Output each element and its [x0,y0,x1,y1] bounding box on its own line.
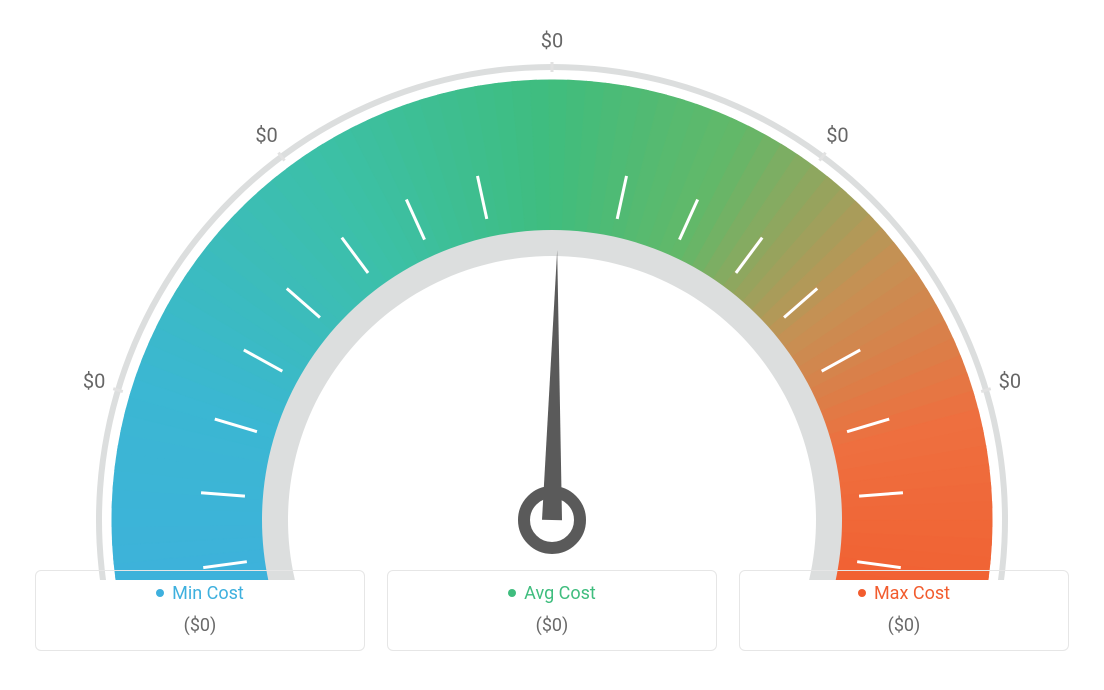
legend-dot-max [858,589,866,597]
legend-value-min: ($0) [36,615,364,636]
gauge-tick-label: $0 [826,123,848,147]
legend-dot-avg [508,589,516,597]
legend-card-max: Max Cost ($0) [739,570,1069,651]
gauge-tick-label: $0 [83,369,105,393]
gauge-stage: $0$0$0$0$0$0$0 [0,0,1104,560]
legend-card-avg: Avg Cost ($0) [387,570,717,651]
legend-value-avg: ($0) [388,615,716,636]
legend-label-min: Min Cost [172,583,244,604]
gauge-tick-label: $0 [255,123,277,147]
legend-card-min: Min Cost ($0) [35,570,365,651]
legend-title-min: Min Cost [36,583,364,605]
legend-row: Min Cost ($0) Avg Cost ($0) Max Cost ($0) [0,570,1104,690]
cost-gauge-widget: $0$0$0$0$0$0$0 Min Cost($0)Avg Cost($0)M… [0,0,1104,690]
legend-title-avg: Avg Cost [388,583,716,605]
legend-label-max: Max Cost [874,583,950,604]
legend-title-max: Max Cost [740,583,1068,605]
legend-value-max: ($0) [740,615,1068,636]
gauge-tick-label: $0 [999,369,1021,393]
gauge-needle [542,250,562,520]
gauge-tick-label: $0 [541,28,563,52]
legend-label-avg: Avg Cost [524,583,596,604]
gauge-chart: $0$0$0$0$0$0$0 [32,20,1072,580]
legend-dot-min [156,589,164,597]
